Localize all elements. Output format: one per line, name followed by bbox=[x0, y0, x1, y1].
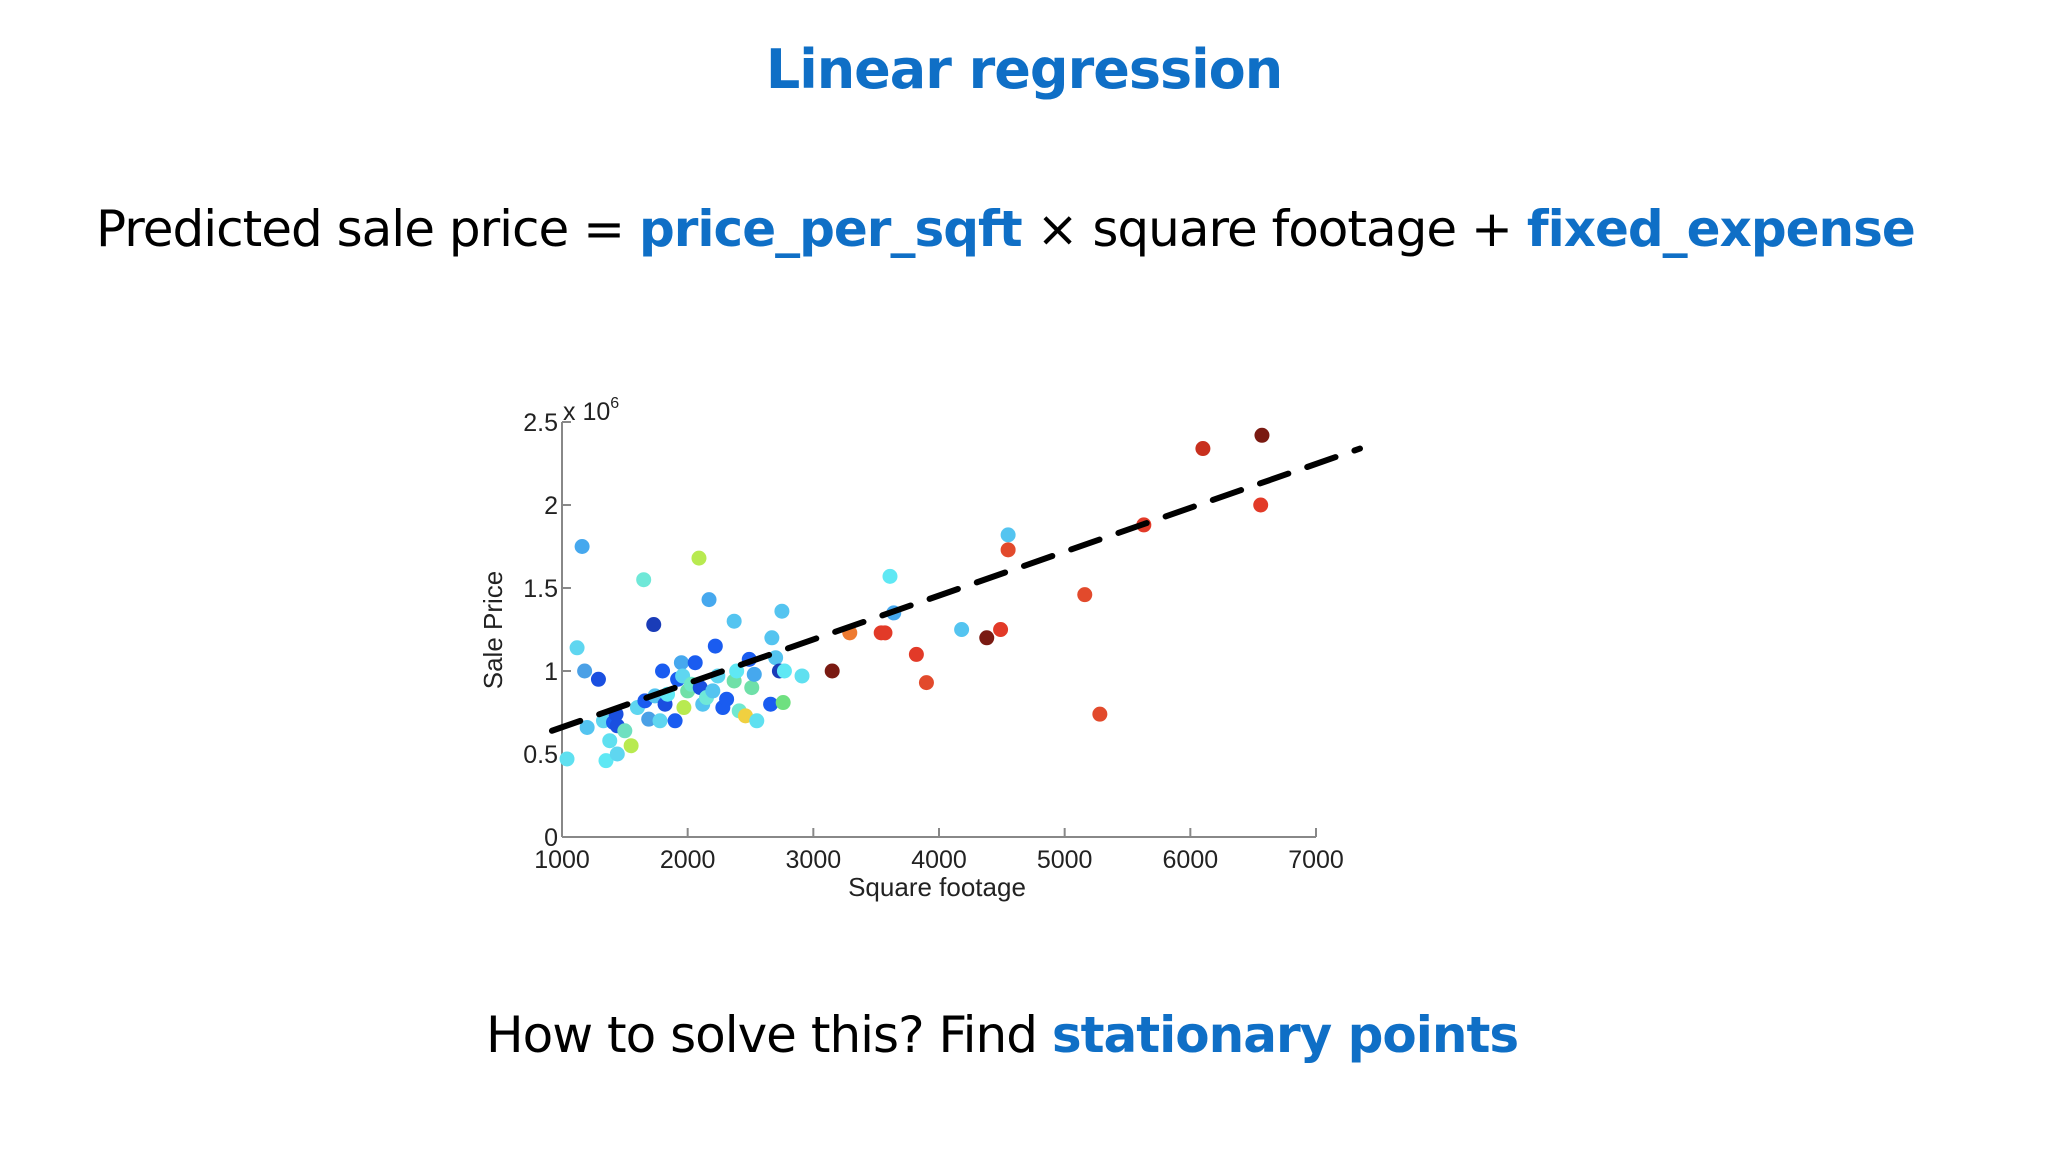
data-point bbox=[1000, 527, 1016, 543]
data-point bbox=[655, 663, 671, 679]
data-point bbox=[687, 655, 703, 671]
data-point bbox=[705, 683, 721, 699]
data-point bbox=[569, 640, 585, 656]
formula-prefix: Predicted sale price = bbox=[96, 200, 639, 258]
data-point bbox=[559, 751, 575, 767]
data-point bbox=[1195, 441, 1211, 457]
y-axis-label: Sale Price bbox=[478, 571, 508, 690]
x-tick-label: 6000 bbox=[1163, 846, 1219, 874]
data-point bbox=[746, 666, 762, 682]
axis-labels: 1000 2000 3000 4000 5000 6000 7000 0 0.5 1 1.5 2 2.5… bbox=[478, 395, 1344, 902]
formula-fixed-expense: fixed_expense bbox=[1526, 200, 1916, 258]
data-point bbox=[641, 711, 657, 727]
data-point bbox=[877, 625, 893, 641]
data-point bbox=[1092, 706, 1108, 722]
data-point bbox=[1000, 542, 1016, 558]
data-point bbox=[918, 675, 934, 691]
data-point bbox=[954, 622, 970, 637]
y-tick-label: 2 bbox=[544, 492, 558, 520]
regression-formula: Predicted sale price = price_per_sqft × … bbox=[96, 200, 1916, 258]
data-point bbox=[574, 539, 590, 554]
data-point bbox=[774, 603, 790, 619]
formula-price-per-sqft: price_per_sqft bbox=[638, 200, 1023, 258]
data-point bbox=[979, 630, 995, 646]
data-point bbox=[652, 713, 668, 729]
data-point bbox=[667, 713, 683, 729]
x-tick-label: 5000 bbox=[1037, 846, 1093, 874]
data-point bbox=[701, 592, 717, 608]
data-point bbox=[617, 723, 633, 739]
data-point bbox=[908, 646, 924, 662]
data-point bbox=[676, 700, 692, 716]
data-point bbox=[749, 713, 765, 729]
data-point bbox=[691, 550, 707, 566]
data-point bbox=[744, 680, 760, 696]
data-point bbox=[719, 691, 735, 707]
data-point bbox=[609, 746, 625, 762]
data-point bbox=[726, 613, 742, 629]
data-point bbox=[882, 568, 898, 584]
data-point bbox=[776, 663, 792, 679]
question-highlight: stationary points bbox=[1051, 1006, 1519, 1064]
chart-axes bbox=[561, 421, 1317, 838]
y-tick-label: 1 bbox=[544, 658, 558, 686]
data-point bbox=[775, 695, 791, 711]
question-prefix: How to solve this? Find bbox=[486, 1006, 1052, 1064]
data-point bbox=[1077, 587, 1093, 603]
data-point bbox=[1254, 427, 1270, 443]
y-multiplier: x 106 bbox=[563, 395, 619, 426]
data-points bbox=[559, 427, 1270, 769]
data-point bbox=[598, 753, 614, 769]
data-point bbox=[579, 719, 595, 735]
data-point bbox=[623, 738, 639, 754]
y-tick-label: 2.5 bbox=[523, 409, 558, 437]
data-point bbox=[646, 617, 662, 633]
data-point bbox=[794, 668, 810, 684]
y-tick-label: 0.5 bbox=[523, 741, 558, 769]
slide-title: Linear regression bbox=[765, 38, 1283, 101]
x-tick-label: 2000 bbox=[660, 846, 716, 874]
y-tick-label: 1.5 bbox=[523, 575, 558, 603]
data-point bbox=[737, 708, 753, 724]
data-point bbox=[577, 663, 593, 679]
data-point bbox=[1253, 497, 1269, 513]
data-point bbox=[673, 655, 689, 671]
x-tick-label: 7000 bbox=[1288, 846, 1344, 874]
x-axis-label: Square footage bbox=[848, 872, 1026, 902]
formula-middle: × square footage + bbox=[1021, 200, 1527, 258]
data-point bbox=[763, 696, 779, 712]
data-point bbox=[590, 671, 606, 687]
regression-line bbox=[548, 445, 1363, 734]
data-point bbox=[824, 663, 840, 679]
x-tick-label: 3000 bbox=[786, 846, 842, 874]
data-point bbox=[993, 622, 1009, 637]
data-point bbox=[764, 630, 780, 646]
question-text: How to solve this? Find stationary point… bbox=[486, 1006, 1519, 1064]
data-point bbox=[602, 733, 618, 749]
x-tick-label: 4000 bbox=[911, 846, 967, 874]
x-tick-label: 1000 bbox=[534, 846, 590, 874]
data-point bbox=[636, 572, 652, 588]
y-tick-label: 0 bbox=[544, 824, 558, 852]
data-point bbox=[707, 638, 723, 654]
